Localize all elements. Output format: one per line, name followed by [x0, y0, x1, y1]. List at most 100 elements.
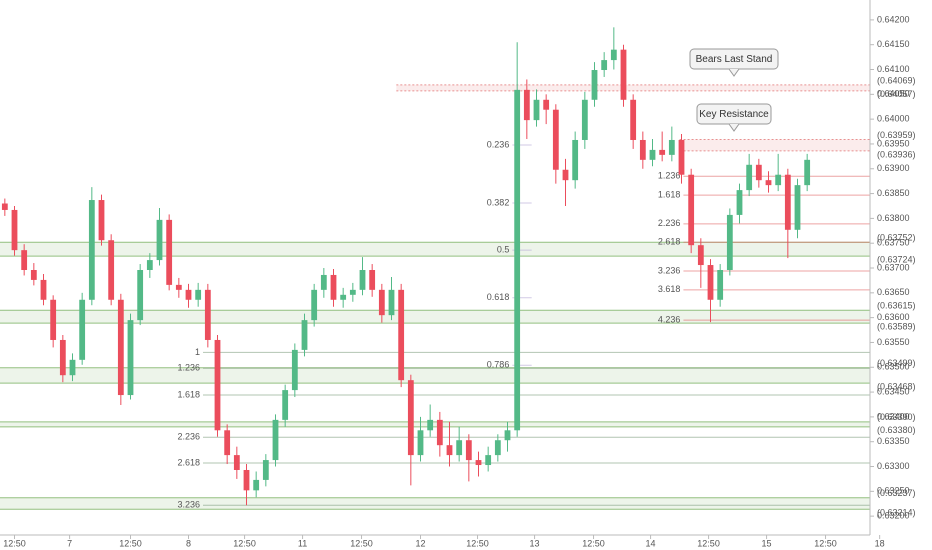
- candle-body: [794, 185, 801, 230]
- x-tick-label: 11: [298, 538, 307, 548]
- annotation: Bears Last Stand: [696, 54, 773, 65]
- callout-pointer: [728, 123, 740, 132]
- candle-body: [166, 219, 173, 285]
- candle-body: [572, 139, 579, 181]
- x-tick-label: 12:50: [466, 538, 489, 548]
- x-tick-label: 12:50: [697, 538, 720, 548]
- fib-label: 4.236: [658, 314, 681, 324]
- candle-body: [697, 245, 704, 266]
- zone: [396, 84, 870, 91]
- candle-body: [485, 455, 492, 466]
- candle-body: [11, 209, 18, 251]
- candle-body: [272, 419, 279, 461]
- zone: [0, 310, 870, 324]
- zone-label: (0.63615): [877, 301, 916, 311]
- zone: [679, 139, 870, 151]
- zone-label: (0.63214): [877, 508, 916, 518]
- y-tick-label: 0.64050: [877, 89, 910, 99]
- zone-label: (0.63752): [877, 233, 916, 243]
- y-tick-label: 0.63550: [877, 337, 910, 347]
- fib-label: 1: [195, 347, 200, 357]
- candle-body: [195, 289, 202, 300]
- candle-body: [620, 49, 627, 100]
- candle-body: [69, 359, 76, 376]
- fib-label: 2.236: [658, 218, 681, 228]
- candle-body: [755, 164, 762, 181]
- x-tick-label: 14: [646, 538, 656, 548]
- candle-body: [311, 289, 318, 321]
- y-tick-label: 0.64200: [877, 14, 910, 24]
- zone-label: (0.63724): [877, 254, 916, 264]
- fib-label: 0.5: [497, 245, 510, 255]
- zone: [0, 242, 870, 257]
- zone-label: (0.64057): [877, 89, 916, 99]
- candle-body: [678, 139, 685, 175]
- y-tick-label: 0.64000: [877, 114, 910, 124]
- fib-label: 2.236: [177, 432, 200, 442]
- candle-body: [601, 60, 608, 71]
- x-tick-label: 12:50: [582, 538, 605, 548]
- candle-body: [1, 203, 8, 210]
- candle-body: [417, 430, 424, 456]
- y-tick-label: 0.63650: [877, 287, 910, 297]
- x-tick-label: 8: [186, 538, 191, 548]
- candle-body: [746, 164, 753, 191]
- candle-body: [137, 270, 144, 321]
- zone: [0, 497, 870, 510]
- zone-label: (0.63390): [877, 412, 916, 422]
- x-tick-label: 12:50: [233, 538, 256, 548]
- candle-body: [224, 430, 231, 456]
- candle-body: [369, 270, 376, 290]
- candle-body: [407, 380, 414, 456]
- candle-body: [639, 139, 646, 160]
- candle-body: [185, 289, 192, 300]
- candle-body: [146, 260, 153, 270]
- candle-body: [717, 270, 724, 300]
- y-tick-label: 0.63900: [877, 163, 910, 173]
- callout: Bears Last Stand: [689, 48, 779, 77]
- y-tick-label: 0.63750: [877, 238, 910, 248]
- candle-body: [659, 149, 666, 155]
- candle-body: [40, 279, 47, 300]
- fib-label: 1.618: [658, 189, 681, 199]
- fib-label: 0.382: [487, 197, 510, 207]
- candle-body: [204, 289, 211, 340]
- y-tick-label: 0.63950: [877, 138, 910, 148]
- candle-body: [688, 174, 695, 246]
- annotation: Key Resistance: [699, 109, 769, 120]
- candle-body: [456, 440, 463, 456]
- x-tick-label: 7: [67, 538, 72, 548]
- candle-body: [784, 174, 791, 230]
- candle-body: [804, 159, 811, 186]
- candle-body: [156, 219, 163, 261]
- fib-label: 0.786: [487, 360, 510, 370]
- zone-label: (0.63380): [877, 425, 916, 435]
- candle-body: [610, 49, 617, 61]
- y-tick-label: 0.63200: [877, 511, 910, 521]
- x-tick-label: 12: [415, 538, 425, 548]
- y-tick-label: 0.63350: [877, 436, 910, 446]
- candle-body: [301, 320, 308, 350]
- candle-body: [117, 299, 124, 396]
- candle-body: [398, 289, 405, 381]
- callout-pointer: [728, 68, 740, 77]
- candle-body: [533, 99, 540, 121]
- x-tick-label: 15: [762, 538, 772, 548]
- x-tick-label: 12:50: [119, 538, 142, 548]
- x-tick-label: 12:50: [3, 538, 26, 548]
- x-tick-label: 12:50: [350, 538, 373, 548]
- candle-body: [50, 299, 57, 340]
- y-tick-label: 0.63700: [877, 262, 910, 272]
- plot-area: 1 1.236 1.618 2.236 2.618 3.236 0.236 0.382 0.5 0…: [0, 27, 870, 510]
- fib-label: 2.618: [658, 237, 681, 247]
- candle-body: [591, 70, 598, 100]
- fib-label: 3.618: [658, 284, 681, 294]
- zone-label: (0.64069): [877, 75, 916, 85]
- candle-body: [30, 270, 37, 280]
- zone-label: (0.63237): [877, 488, 916, 498]
- candle-body: [243, 469, 250, 491]
- candle-body: [543, 99, 550, 110]
- candle-body: [175, 284, 182, 290]
- candle-body: [388, 289, 395, 316]
